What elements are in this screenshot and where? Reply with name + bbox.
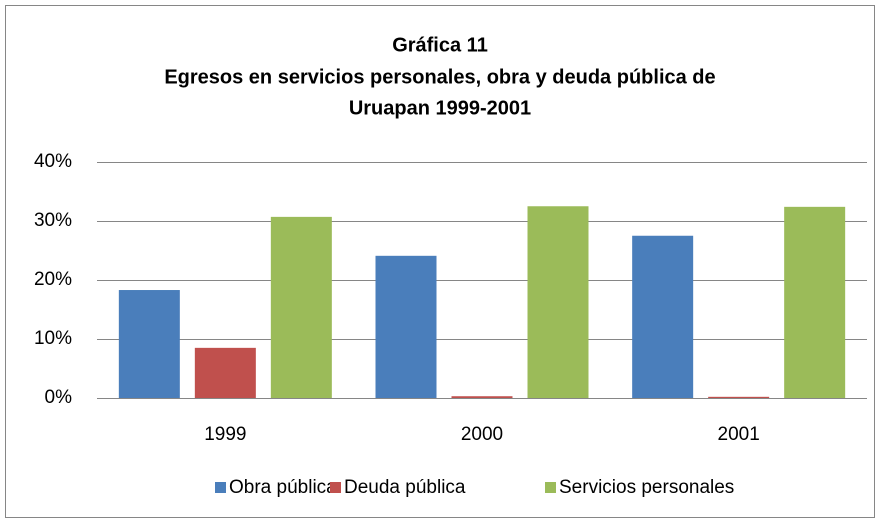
chart-title: Uruapan 1999-2001 [349,97,531,119]
chart-title: Gráfica 11 [392,34,488,56]
legend-label: Servicios personales [559,477,734,498]
legend-label: Deuda pública [344,477,466,498]
bar [632,235,694,398]
x-tick-label: 2001 [718,424,760,445]
y-tick-label: 10% [34,328,72,349]
y-tick-label: 0% [45,387,73,408]
bar [270,216,332,398]
bar [375,255,437,398]
x-tick-label: 1999 [204,424,246,445]
y-tick-label: 20% [34,269,72,290]
bar [194,347,256,398]
bar [784,206,846,398]
bar [118,290,180,398]
bar [527,206,589,398]
chart-title: Egresos en servicios personales, obra y … [164,66,715,88]
legend-swatch [330,482,341,493]
legend-label: Obra pública [229,477,337,498]
bar [708,396,770,398]
bar [451,396,513,398]
chart-border [5,5,875,518]
legend-swatch [215,482,226,493]
y-tick-label: 30% [34,210,72,231]
legend-swatch [545,482,556,493]
y-tick-label: 40% [34,151,72,172]
x-tick-label: 2000 [461,424,503,445]
